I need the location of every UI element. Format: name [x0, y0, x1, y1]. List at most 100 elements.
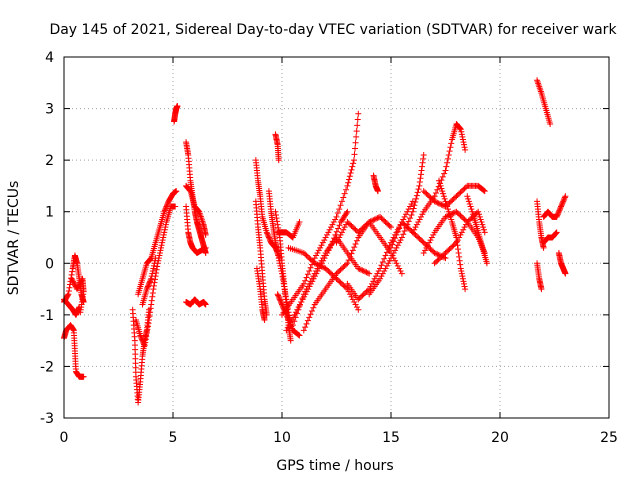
data-point — [379, 270, 386, 277]
data-point — [334, 269, 341, 276]
data-point — [145, 320, 152, 327]
data-point — [449, 197, 456, 204]
data-point — [307, 311, 314, 318]
data-point — [457, 261, 464, 268]
data-point — [150, 286, 157, 293]
data-point — [359, 225, 366, 232]
data-point — [344, 208, 351, 215]
data-point — [278, 300, 285, 307]
data-point — [146, 313, 153, 320]
data-point — [334, 277, 341, 284]
data-point — [336, 268, 343, 275]
data-point — [456, 190, 463, 197]
data-point — [443, 200, 450, 207]
data-point — [351, 151, 358, 158]
data-point — [330, 273, 337, 280]
data-point — [459, 136, 466, 143]
data-point — [458, 131, 465, 138]
data-point — [379, 216, 386, 223]
data-point — [162, 204, 169, 211]
data-point — [435, 256, 442, 263]
data-point — [345, 179, 352, 186]
data-point — [456, 257, 463, 264]
data-point — [459, 273, 466, 280]
data-point — [336, 206, 343, 213]
data-point — [460, 186, 467, 193]
data-point — [383, 249, 390, 256]
data-point — [274, 218, 281, 225]
data-point — [465, 198, 472, 205]
data-point — [412, 199, 419, 206]
data-point — [442, 167, 449, 174]
data-point — [336, 234, 343, 241]
data-point — [481, 229, 488, 236]
data-point — [202, 231, 209, 238]
data-point — [453, 193, 460, 200]
data-point — [401, 221, 408, 228]
data-point — [322, 265, 329, 272]
data-point — [149, 293, 156, 300]
data-point — [424, 191, 431, 198]
data-point — [360, 224, 367, 231]
data-point — [303, 286, 310, 293]
data-point — [319, 239, 326, 246]
data-point — [354, 122, 361, 129]
x-tick-label: 20 — [491, 430, 509, 446]
data-point — [148, 275, 155, 282]
data-point — [355, 110, 362, 117]
data-point — [381, 255, 388, 262]
data-point — [300, 291, 307, 298]
data-point — [422, 240, 429, 247]
y-tick-label: 2 — [45, 153, 54, 169]
data-point — [420, 151, 427, 158]
data-point — [476, 213, 483, 220]
data-point — [453, 208, 460, 215]
data-point — [263, 229, 270, 236]
data-point — [449, 210, 456, 217]
data-point — [416, 179, 423, 186]
data-point — [347, 291, 354, 298]
axis-ticks: 0 5 10 15 20 25 -3 -2 -1 0 1 2 3 4 — [40, 50, 618, 446]
data-point — [435, 200, 442, 207]
data-point — [147, 309, 154, 316]
data-point — [445, 208, 452, 215]
y-tick-label: -1 — [40, 308, 54, 324]
data-point — [318, 242, 325, 249]
data-point — [71, 280, 78, 287]
data-point — [349, 247, 356, 254]
data-point — [554, 212, 561, 219]
data-point — [371, 216, 378, 223]
data-point — [338, 229, 345, 236]
data-point — [443, 163, 450, 170]
data-point — [363, 269, 370, 276]
data-point — [328, 270, 335, 277]
data-point — [338, 198, 345, 205]
data-point — [346, 173, 353, 180]
data-point — [341, 262, 348, 269]
data-point — [419, 211, 426, 218]
data-point — [275, 293, 282, 300]
chart-title: Day 145 of 2021, Sidereal Day-to-day VTE… — [49, 22, 617, 38]
data-point — [313, 268, 320, 275]
data-point — [446, 211, 453, 218]
data-point — [415, 186, 422, 193]
data-point — [453, 238, 460, 245]
data-point — [555, 208, 562, 215]
data-point — [138, 335, 145, 342]
data-point — [141, 342, 148, 349]
data-point — [396, 225, 403, 232]
data-point — [475, 208, 482, 215]
data-point — [462, 221, 469, 228]
data-point — [343, 261, 350, 268]
data-point — [409, 229, 416, 236]
data-point — [393, 244, 400, 251]
data-point — [417, 213, 424, 220]
data-point — [348, 166, 355, 173]
data-point — [402, 211, 409, 218]
data-point — [148, 297, 155, 304]
data-point — [337, 266, 344, 273]
data-point — [306, 255, 313, 262]
data-point — [276, 295, 283, 302]
data-point — [390, 249, 397, 256]
data-point — [427, 194, 434, 201]
